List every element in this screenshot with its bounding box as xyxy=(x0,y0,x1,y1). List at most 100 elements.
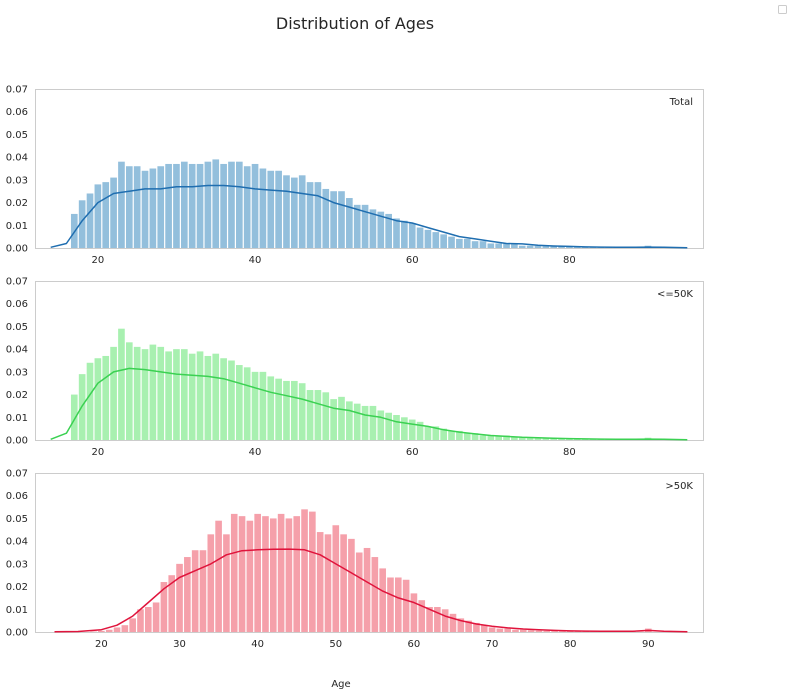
histogram-bar xyxy=(503,243,510,248)
x-tick-label: 40 xyxy=(249,255,262,266)
histogram-bar xyxy=(254,513,261,632)
histogram-bar xyxy=(223,534,230,632)
histogram-bar xyxy=(361,204,369,248)
y-tick-label: 0.04 xyxy=(6,153,28,164)
histogram-bar xyxy=(371,557,379,632)
x-tick-label: 40 xyxy=(251,639,264,650)
y-tick-label: 0.02 xyxy=(6,390,28,401)
histogram-bar xyxy=(243,367,251,440)
histogram-bar xyxy=(199,550,207,632)
histogram-bar xyxy=(102,355,110,440)
histogram-bar xyxy=(440,428,447,440)
histogram-bar xyxy=(228,161,235,248)
histogram-bar xyxy=(369,209,377,248)
histogram-bar xyxy=(393,218,400,248)
y-tick-label: 0.07 xyxy=(6,85,28,96)
histogram-bar xyxy=(251,163,259,248)
x-tick-label: 50 xyxy=(329,639,342,650)
legend xyxy=(778,5,787,14)
histogram-bar xyxy=(121,625,129,632)
histogram-bar xyxy=(78,200,86,248)
histogram-bar xyxy=(432,426,440,440)
histogram-bar xyxy=(385,412,392,440)
x-tick-label: 20 xyxy=(92,447,105,458)
histogram-bar xyxy=(173,349,180,440)
histogram-bar xyxy=(137,609,144,632)
panel-label: <=50K xyxy=(657,289,693,300)
histogram-bar xyxy=(330,191,337,248)
histogram-bar xyxy=(118,161,125,248)
histogram-bar xyxy=(519,629,527,632)
histogram-bar xyxy=(534,437,542,440)
histogram-bar xyxy=(332,525,340,632)
histogram-bar xyxy=(338,396,345,440)
histogram-bar xyxy=(243,166,251,248)
histogram-bar xyxy=(542,245,550,248)
y-tick-label: 0.02 xyxy=(6,582,28,593)
histogram-bar xyxy=(144,607,152,632)
histogram-bar xyxy=(401,220,408,248)
histogram-bar xyxy=(173,163,180,248)
histogram-bar xyxy=(125,166,133,248)
histogram-bar xyxy=(573,246,581,248)
panel-label: Total xyxy=(669,97,693,108)
histogram-bar xyxy=(511,436,518,440)
histogram-bar xyxy=(456,430,463,440)
histogram-bar xyxy=(188,353,196,440)
histogram-bar xyxy=(314,182,322,248)
histogram-bar xyxy=(448,236,455,248)
histogram-bar xyxy=(355,552,363,632)
histogram-bar xyxy=(180,161,188,248)
histogram-bar xyxy=(110,177,117,248)
histogram-bar xyxy=(238,516,246,632)
histogram-bar xyxy=(346,198,353,248)
plot-area-frame xyxy=(35,281,704,441)
panel-gt50k: 0.00 0.01 0.02 0.03 0.04 0.05 0.06 0.07 20 30 40 50… xyxy=(6,469,704,650)
histogram-bar xyxy=(393,415,400,440)
histogram-bar xyxy=(377,410,385,440)
histogram-bar xyxy=(526,437,534,440)
x-tick-label: 80 xyxy=(563,255,576,266)
histogram-bar xyxy=(340,534,347,632)
histogram-bar xyxy=(471,433,479,440)
histogram-bar xyxy=(503,435,510,440)
histogram-bar xyxy=(495,243,502,248)
histogram-bar xyxy=(86,362,94,440)
histogram-bar xyxy=(550,246,558,248)
histogram-bar xyxy=(207,534,215,632)
histogram-bar xyxy=(98,630,105,632)
histogram-bar xyxy=(361,405,369,440)
histogram-bar xyxy=(448,430,455,440)
histogram-bar xyxy=(285,518,293,632)
histogram-bar xyxy=(184,557,191,632)
histogram-bar xyxy=(348,538,355,632)
kde-line xyxy=(50,184,688,249)
histogram-bar xyxy=(113,627,121,632)
histogram-bar xyxy=(267,376,275,440)
histogram-bar xyxy=(298,175,306,248)
y-tick-label: 0.03 xyxy=(6,559,28,570)
histogram-bar xyxy=(301,509,308,632)
histogram-bar xyxy=(191,550,199,632)
histogram-bar xyxy=(125,342,133,440)
histogram-bar xyxy=(105,629,113,632)
histogram-bar xyxy=(204,355,212,440)
histogram-bar xyxy=(118,328,125,440)
histogram-bar xyxy=(236,365,243,440)
histogram-bar xyxy=(550,438,558,440)
kde-line xyxy=(50,367,688,441)
histogram-bar xyxy=(133,346,141,440)
histogram-bar xyxy=(70,394,78,440)
histogram-bar xyxy=(418,600,426,632)
histogram-bar xyxy=(133,166,141,248)
plot-area-frame xyxy=(35,473,704,633)
histogram-bar xyxy=(110,346,117,440)
histogram-bar xyxy=(306,182,314,248)
histogram-bar xyxy=(212,353,220,440)
histogram-bar xyxy=(322,188,330,248)
histogram-bar xyxy=(215,520,222,632)
kde-line xyxy=(54,548,688,633)
histogram-bar xyxy=(277,513,285,632)
histogram-bar xyxy=(416,421,424,440)
histogram-bar xyxy=(275,170,282,248)
